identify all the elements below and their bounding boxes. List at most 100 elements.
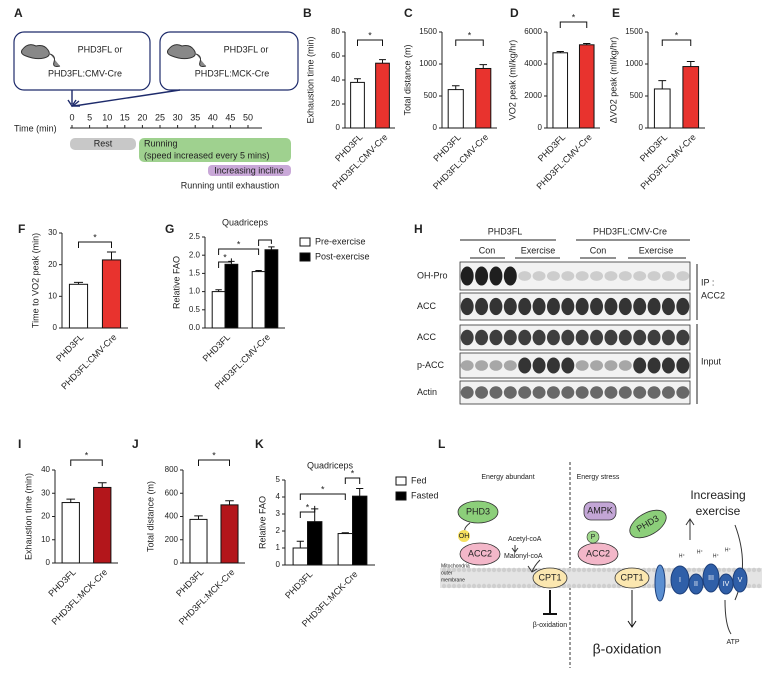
blot-band: [518, 271, 532, 281]
blot-band: [503, 297, 517, 316]
y-axis-label: Time to VO2 peak (min): [30, 233, 40, 328]
cpt1-label: CPT1: [538, 572, 561, 582]
condition: Con: [590, 245, 607, 255]
time-tick: 45: [225, 112, 235, 122]
lipid-head: [586, 567, 592, 573]
blot-band: [604, 329, 618, 346]
error-bar: [106, 251, 117, 260]
y-tick-label: 0: [538, 123, 543, 132]
beta-oxidation: β-oxidation: [533, 622, 567, 629]
blot-band: [661, 357, 675, 374]
time-tick: 5: [87, 112, 92, 122]
y-tick-label: 4000: [524, 59, 542, 68]
ampk-node: [583, 501, 617, 521]
blot-band: [460, 266, 474, 286]
panel-label: K: [255, 437, 264, 451]
y-tick-label: 10: [41, 535, 50, 544]
y-tick-label: 60: [331, 51, 340, 60]
blot-band: [575, 297, 589, 316]
membrane-label: Mitochondria: [441, 563, 470, 569]
blot-band: [618, 360, 632, 371]
lipid-head: [441, 567, 447, 573]
y-tick-label: 1500: [625, 27, 643, 36]
lipid-head: [666, 567, 672, 573]
panel-label: E: [612, 6, 620, 20]
bar: [475, 67, 492, 129]
y-tick-label: 600: [165, 488, 179, 497]
lipid-head: [611, 567, 617, 573]
blot-band: [604, 386, 618, 399]
bar: [307, 521, 323, 566]
y-tick-label: 0: [46, 558, 51, 567]
y-tick-label: 1000: [419, 59, 437, 68]
membrane-label: outer: [441, 570, 453, 576]
lipid-head: [581, 567, 587, 573]
lipid-head: [476, 567, 482, 573]
acc2-node: [577, 542, 619, 566]
panel-label: H: [414, 222, 423, 236]
chart-title: Quadriceps: [307, 460, 354, 470]
running-label: Running: [144, 138, 178, 148]
lipid-head: [756, 567, 762, 573]
oh-label: OH: [459, 533, 470, 540]
lipid-head: [471, 567, 477, 573]
blot-band: [575, 329, 589, 346]
blot-band: [546, 297, 560, 316]
complex: [732, 567, 748, 593]
lipid-head: [726, 567, 732, 573]
significance-bracket: [78, 241, 112, 248]
blot-band: [647, 357, 661, 374]
blot-band: [475, 297, 489, 316]
lipid-head: [516, 567, 522, 573]
panel-label: D: [510, 6, 519, 20]
error-bar: [97, 482, 107, 488]
legend-swatch: [395, 491, 407, 501]
lipid-head: [521, 567, 527, 573]
significance-label: *: [351, 468, 355, 478]
condition: Exercise: [521, 245, 556, 255]
complex-label: I: [679, 577, 681, 584]
bar: [61, 502, 80, 564]
error-bar: [268, 246, 275, 250]
ip-label: IP :: [701, 277, 714, 287]
y-tick-label: 40: [41, 465, 50, 474]
error-bar: [66, 498, 76, 503]
blot-band: [661, 329, 675, 346]
blot-band: [503, 266, 517, 286]
exhaustion-label: Running until exhaustion: [181, 180, 280, 190]
lipid-head: [601, 583, 607, 589]
acc2-label: ACC2: [586, 548, 610, 558]
bar: [264, 249, 279, 329]
lipid-head: [606, 583, 612, 589]
lipid-head: [651, 567, 657, 573]
blot-band: [532, 357, 546, 374]
significance-bracket: [258, 239, 272, 246]
blot-band: [604, 360, 618, 371]
panel-label: I: [18, 437, 21, 451]
blot-band: [633, 271, 647, 281]
lipid-head: [646, 583, 652, 589]
lipid-head: [451, 567, 457, 573]
genotype: PHD3FL or: [78, 44, 123, 54]
blot-band: [661, 297, 675, 316]
bar: [350, 81, 365, 129]
time-ticks: 0 5 10 15 20 25 30 35 40 45 50: [69, 112, 253, 128]
substrate: Acetyl-coA: [508, 536, 542, 543]
lipid-head: [746, 583, 752, 589]
lipid-head: [506, 583, 512, 589]
group-label: PHD3FL: [488, 226, 523, 236]
bar: [552, 52, 569, 129]
y-tick-label: 80: [331, 27, 340, 36]
blot-band: [676, 271, 690, 281]
blot-band: [561, 329, 575, 346]
bar: [682, 66, 700, 129]
bar: [352, 495, 368, 566]
lipid-head: [461, 567, 467, 573]
exercise-label: Increasing: [690, 488, 745, 502]
error-bar: [583, 43, 591, 45]
bar: [101, 259, 122, 329]
rest-bar: [70, 138, 136, 150]
arrow: [627, 590, 637, 628]
y-tick-label: 5: [276, 475, 281, 484]
